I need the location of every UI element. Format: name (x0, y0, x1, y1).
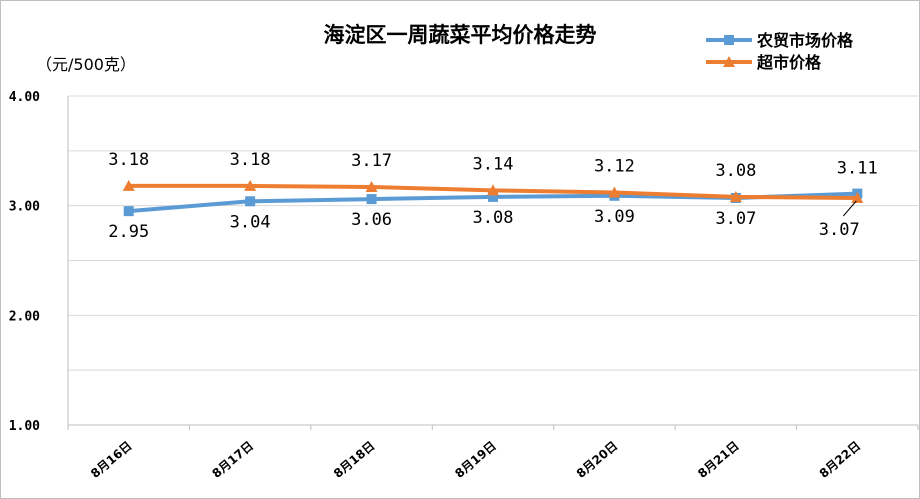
data-point (487, 184, 499, 196)
data-point (245, 196, 256, 207)
data-label: 3.09 (594, 207, 635, 227)
data-label: 3.11 (837, 159, 878, 179)
x-tick-label: 8月21日 (695, 439, 742, 481)
data-label: 3.07 (819, 220, 860, 240)
data-point (366, 194, 377, 205)
data-label-leader (842, 200, 857, 217)
y-tick-label: 4.00 (9, 90, 40, 105)
x-tick-label: 8月18日 (331, 439, 378, 481)
data-point (729, 190, 742, 202)
data-point (608, 186, 621, 198)
x-tick-label: 8月17日 (209, 439, 256, 481)
chart-title: 海淀区一周蔬菜平均价格走势 (324, 23, 597, 47)
y-tick-label: 1.00 (9, 419, 40, 434)
data-label: 2.95 (108, 222, 149, 242)
y-tick-label: 2.00 (9, 309, 40, 324)
data-point (244, 179, 257, 191)
data-label: 3.14 (473, 154, 514, 174)
legend-marker (724, 35, 734, 45)
data-label: 3.12 (594, 157, 635, 177)
legend-label: 农贸市场价格 (756, 31, 854, 50)
data-label: 3.18 (108, 150, 149, 170)
data-label: 3.07 (715, 209, 756, 229)
x-tick-label: 8月22日 (817, 439, 864, 481)
data-point (488, 191, 498, 202)
x-tick-label: 8月19日 (452, 439, 499, 481)
data-label: 3.17 (351, 151, 392, 171)
data-point (123, 206, 134, 217)
legend-marker (723, 56, 735, 67)
x-tick-label: 8月16日 (88, 439, 135, 481)
data-label: 3.06 (351, 210, 392, 230)
data-label: 3.08 (473, 208, 514, 228)
y-tick-label: 3.00 (9, 200, 40, 215)
y-unit-label: （元/500克） (36, 55, 136, 74)
data-point (122, 179, 135, 191)
data-point (365, 181, 378, 193)
x-tick-label: 8月20日 (574, 439, 621, 481)
data-point (851, 191, 864, 203)
data-label: 3.18 (230, 150, 271, 170)
data-label: 3.04 (230, 212, 271, 232)
data-label: 3.08 (715, 161, 756, 181)
legend-label: 超市价格 (756, 53, 822, 72)
